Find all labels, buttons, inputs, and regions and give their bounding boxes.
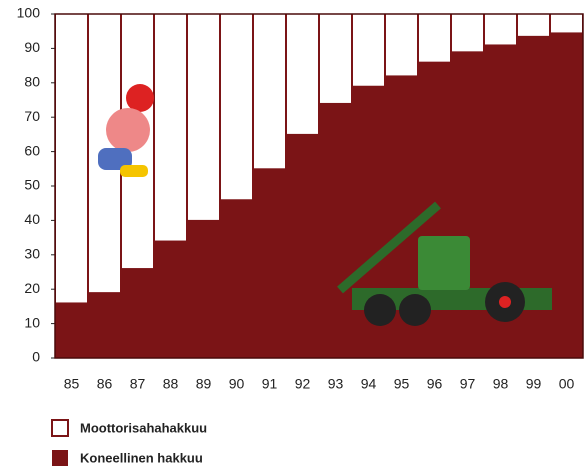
x-tick-label: 87 (130, 376, 146, 392)
y-tick-label: 20 (24, 280, 40, 296)
bar-segment (121, 268, 154, 359)
x-tick-label: 98 (493, 376, 509, 392)
bar-segment (88, 292, 121, 359)
x-tick-label: 85 (64, 376, 80, 392)
x-tick-label: 97 (460, 376, 476, 392)
x-tick-label: 99 (526, 376, 542, 392)
bar-segment (385, 13, 418, 77)
bar-segment (484, 13, 517, 46)
legend-label: Koneellinen hakkuu (80, 450, 203, 465)
bar-segment (451, 51, 484, 359)
worker-body (106, 108, 150, 152)
bar-segment (187, 219, 220, 359)
bar-segment (286, 13, 319, 135)
wheel (399, 294, 431, 326)
plot-area: 0 10 20 30 40 50 60 70 80 90 100 85 86 87 88 89 90 91 92 93… (17, 5, 584, 392)
y-tick-label: 40 (24, 211, 40, 227)
bar-segment (319, 13, 352, 104)
bar-segment (187, 13, 220, 221)
bar-segment (253, 168, 286, 359)
x-tick-label: 86 (97, 376, 113, 392)
bar-segment (517, 13, 550, 37)
bar-segment (55, 302, 88, 359)
y-tick-label: 80 (24, 74, 40, 90)
chainsaw (120, 165, 148, 177)
bar-segment (550, 32, 583, 359)
x-tick-label: 89 (196, 376, 212, 392)
bar-segment (352, 13, 385, 87)
harvester-cab (418, 236, 470, 290)
y-tick-label: 100 (17, 5, 41, 21)
legend-label: Moottorisahahakkuu (80, 420, 207, 435)
helmet (126, 84, 154, 112)
x-tick-label: 90 (229, 376, 245, 392)
y-tick-label: 0 (32, 349, 40, 365)
bar-segment (286, 133, 319, 359)
x-tick-label: 92 (295, 376, 311, 392)
bar-segment (319, 102, 352, 359)
bar-segment (154, 240, 187, 359)
illustration (98, 84, 552, 326)
y-tick-label: 30 (24, 246, 40, 262)
worker-legs (98, 148, 132, 170)
bar-segment (220, 13, 253, 201)
hub (499, 296, 511, 308)
y-tick-label: 90 (24, 39, 40, 55)
wheel (364, 294, 396, 326)
y-tick-label: 10 (24, 314, 40, 330)
y-tick-label: 70 (24, 108, 40, 124)
bar-segment (550, 13, 583, 34)
x-tick-label: 94 (361, 376, 377, 392)
legend-swatch (51, 419, 69, 437)
bar-segment (418, 13, 451, 63)
legend-swatch (52, 450, 68, 466)
x-tick-label: 93 (328, 376, 344, 392)
bar-segment (220, 199, 253, 359)
bar-segment (451, 13, 484, 53)
x-tick-label: 00 (559, 376, 575, 392)
y-tick-label: 60 (24, 142, 40, 158)
x-tick-label: 88 (163, 376, 179, 392)
bar-segment (154, 13, 187, 242)
bar-segment (55, 13, 88, 304)
plot-border (54, 13, 584, 359)
bar-segment (253, 13, 286, 170)
x-tick-label: 96 (427, 376, 443, 392)
x-tick-label: 95 (394, 376, 410, 392)
harvester-boom (337, 201, 441, 294)
x-tick-label: 91 (262, 376, 278, 392)
y-tick-label: 50 (24, 177, 40, 193)
